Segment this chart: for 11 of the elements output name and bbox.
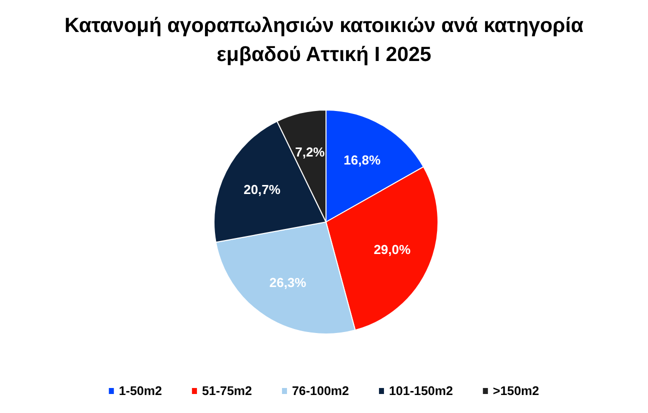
legend-label: 51-75m2 <box>202 384 252 398</box>
legend-label: 101-150m2 <box>388 384 453 398</box>
legend-label: >150m2 <box>492 384 540 398</box>
data-label: 16,8% <box>344 152 381 168</box>
data-label: 20,7% <box>244 182 281 198</box>
data-label: 7,2% <box>295 144 326 160</box>
legend-label: 76-100m2 <box>292 384 350 398</box>
chart-title: Κατανομή αγοραπωλησιών κατοικιών ανά κατηγορία εμβαδού Αττική I 2025 <box>64 14 584 66</box>
legend-label: 1-50m2 <box>118 384 162 398</box>
data-label: 29,0% <box>374 242 411 258</box>
data-label: 26,3% <box>269 275 307 290</box>
